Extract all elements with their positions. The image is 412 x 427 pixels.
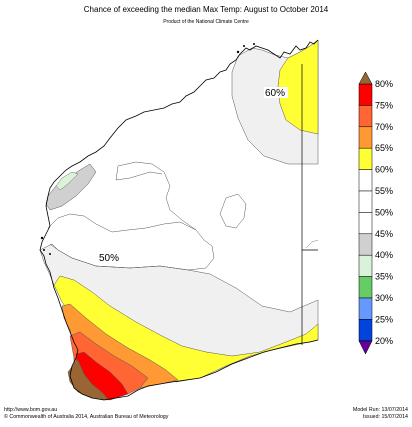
legend-band bbox=[358, 169, 373, 192]
island bbox=[43, 249, 45, 251]
legend-band bbox=[358, 126, 373, 149]
map-title: Chance of exceeding the median Max Temp:… bbox=[83, 5, 329, 14]
contour-line bbox=[47, 213, 215, 271]
contour-island bbox=[219, 193, 247, 229]
legend-label: 35% bbox=[375, 272, 393, 282]
legend-label: 65% bbox=[375, 143, 393, 153]
footer-model-run: Model Run: 13/07/2014 bbox=[352, 407, 408, 413]
legend-top-arrow bbox=[358, 71, 373, 85]
legend-label: 70% bbox=[375, 122, 393, 132]
legend-bottom-arrow bbox=[358, 340, 373, 355]
footer-copyright: © Commonwealth of Australia 2014, Austra… bbox=[4, 414, 169, 420]
island bbox=[49, 253, 51, 255]
legend-band bbox=[358, 147, 373, 170]
legend-label: 60% bbox=[375, 165, 393, 175]
island bbox=[243, 45, 245, 47]
legend-label: 25% bbox=[375, 314, 393, 324]
footer-left: http://www.bom.gov.au © Commonwealth of … bbox=[4, 407, 168, 421]
label-60-percent: 60% bbox=[265, 88, 285, 99]
footer-issued: Issued: 15/07/2014 bbox=[362, 414, 408, 420]
region-60-65-north bbox=[277, 39, 319, 135]
island bbox=[253, 43, 255, 45]
legend-band bbox=[358, 233, 373, 256]
legend-label: 55% bbox=[375, 186, 393, 196]
legend-label: 40% bbox=[375, 250, 393, 260]
footer-right: Model Run: 13/07/2014 Issued: 15/07/2014 bbox=[353, 407, 408, 421]
legend-band bbox=[358, 254, 373, 277]
label-60-backdrop bbox=[264, 87, 288, 98]
legend-label: 30% bbox=[375, 293, 393, 303]
footer-url: http://www.bom.gov.au bbox=[4, 407, 58, 413]
legend-label: 45% bbox=[375, 229, 393, 239]
contour-line bbox=[115, 165, 163, 181]
legend-label: 75% bbox=[375, 100, 393, 110]
legend-band bbox=[358, 276, 373, 299]
contour-line bbox=[117, 161, 197, 231]
coastline bbox=[39, 39, 319, 401]
label-50-percent: 50% bbox=[99, 253, 119, 264]
region-80-plus bbox=[67, 359, 109, 401]
legend-band bbox=[358, 297, 373, 320]
region-40-45 bbox=[55, 171, 79, 191]
legend-band bbox=[358, 212, 373, 235]
state-border bbox=[305, 239, 319, 249]
legend-label: 50% bbox=[375, 207, 393, 217]
legend-band bbox=[358, 83, 373, 106]
legend-label: 20% bbox=[375, 336, 393, 346]
island bbox=[236, 50, 240, 54]
island bbox=[40, 236, 44, 240]
map-subtitle: Product of the National Climate Centre bbox=[163, 19, 249, 25]
legend-band bbox=[358, 319, 373, 342]
legend-label: 80% bbox=[375, 79, 393, 89]
state-border bbox=[301, 64, 318, 345]
legend-band bbox=[358, 105, 373, 128]
legend-band bbox=[358, 190, 373, 213]
